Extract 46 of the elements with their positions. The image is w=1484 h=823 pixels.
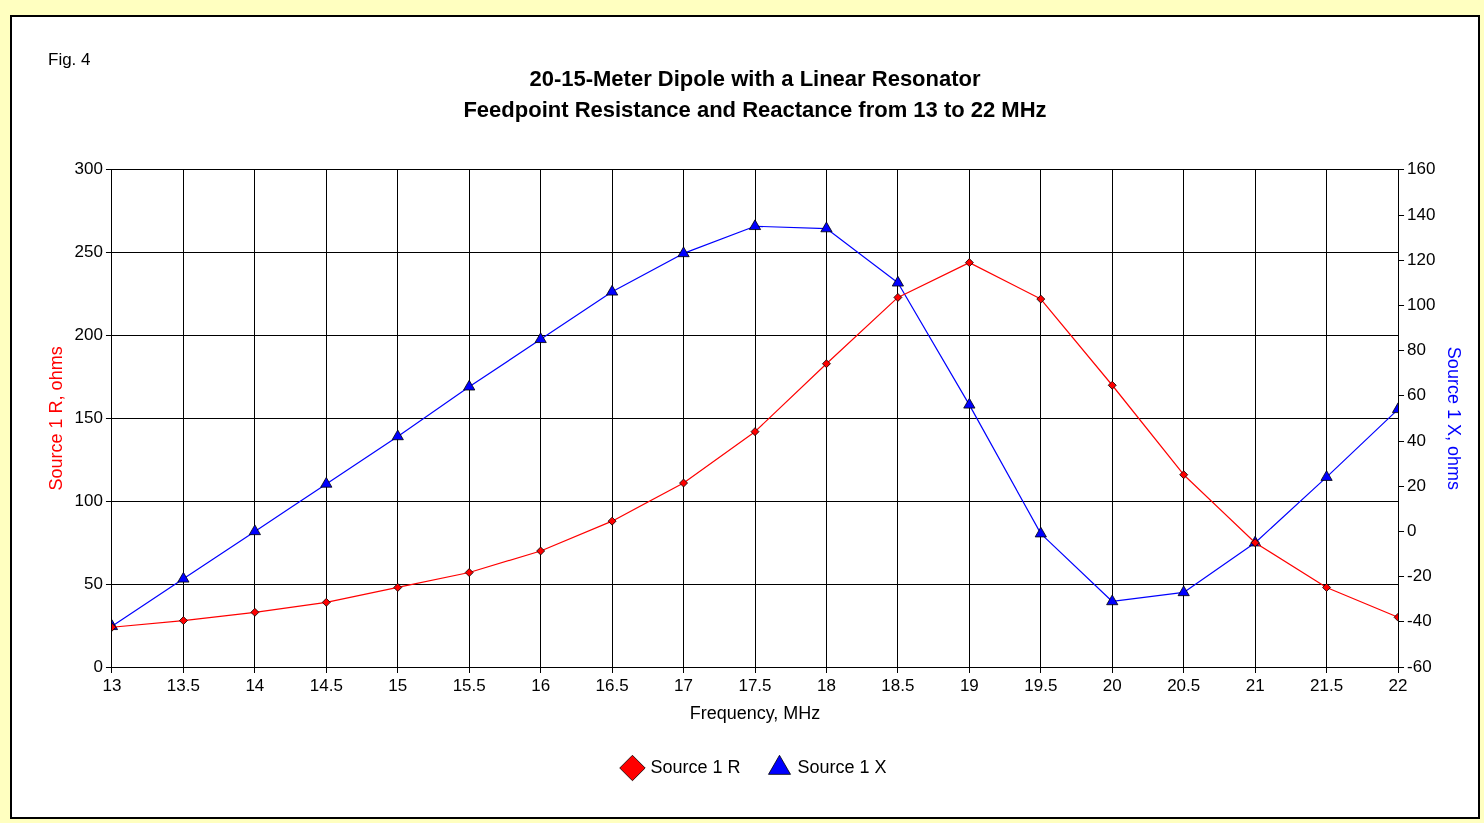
x-tick-label: 13.5 — [166, 675, 200, 695]
y-tick-label: 150 — [74, 408, 103, 428]
x-tick-label: 15.5 — [452, 675, 486, 695]
x-axis-title: Frequency, MHz — [689, 703, 821, 724]
x-tick-label: 19.5 — [1024, 675, 1058, 695]
y2-tick-label: -60 — [1407, 656, 1432, 676]
x-tick-label: 16 — [531, 675, 551, 695]
y-axis-title: Source 1 R, ohms — [45, 346, 66, 491]
y2-tick-label: -40 — [1407, 611, 1432, 631]
x-tick-label: 20.5 — [1167, 675, 1201, 695]
y2-tick-label: 120 — [1407, 249, 1436, 269]
x-tick-label: 13 — [102, 675, 122, 695]
y2-tick-label: 40 — [1407, 430, 1426, 450]
y2-tick-label: 140 — [1407, 204, 1436, 224]
y-tick-label: 300 — [74, 159, 103, 179]
x-tick-label: 15 — [388, 675, 408, 695]
y-tick-label: 250 — [74, 242, 103, 262]
x-tick-label: 19 — [959, 675, 979, 695]
x-tick-label: 18 — [816, 675, 836, 695]
caption: Fig. 4 — [48, 50, 91, 70]
y-tick-label: 50 — [84, 573, 103, 593]
x-tick-label: 14.5 — [309, 675, 343, 695]
y2-tick-label: 60 — [1407, 385, 1426, 405]
x-tick-label: 14 — [245, 675, 265, 695]
x-tick-label: 21.5 — [1310, 675, 1344, 695]
y2-tick-label: 100 — [1407, 295, 1436, 315]
legend-label: Source 1 X — [797, 756, 887, 777]
legend-label: Source 1 R — [650, 756, 741, 777]
y2-tick-label: -20 — [1407, 566, 1432, 586]
y-tick-label: 0 — [93, 656, 103, 676]
y2-tick-label: 0 — [1407, 521, 1417, 541]
y2-tick-label: 20 — [1407, 475, 1426, 495]
x-tick-label: 17 — [674, 675, 694, 695]
y2-tick-label: 160 — [1407, 159, 1436, 179]
y2-tick-label: 80 — [1407, 340, 1426, 360]
x-tick-label: 22 — [1388, 675, 1408, 695]
y2-axis-title: Source 1 X, ohms — [1444, 346, 1465, 490]
chart-title: 20-15-Meter Dipole with a Linear Resonator — [529, 66, 981, 92]
x-tick-label: 18.5 — [881, 675, 915, 695]
x-tick-label: 21 — [1245, 675, 1265, 695]
x-tick-label: 20 — [1102, 675, 1122, 695]
x-tick-label: 16.5 — [595, 675, 629, 695]
y-tick-label: 200 — [74, 325, 103, 345]
chart-subtitle: Feedpoint Resistance and Reactance from 13 to 22 MHz — [463, 96, 1047, 122]
x-tick-label: 17.5 — [738, 675, 772, 695]
y-tick-label: 100 — [74, 490, 103, 510]
